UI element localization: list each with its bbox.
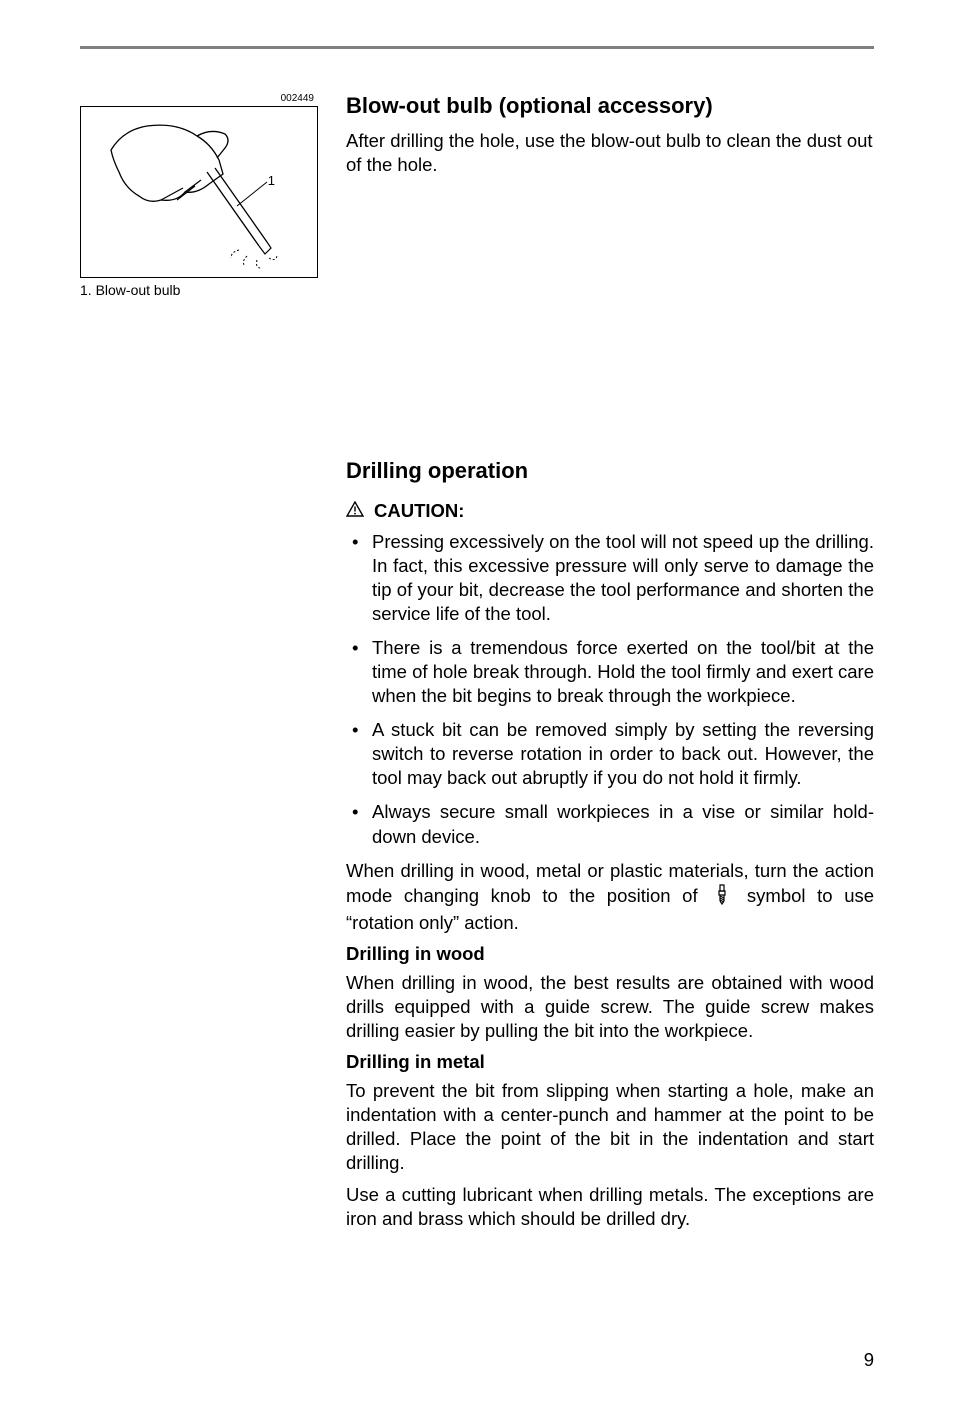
blowout-paragraph: After drilling the hole, use the blow-ou… [346, 129, 874, 177]
wood-subheading: Drilling in wood [346, 943, 874, 965]
caution-bullet: There is a tremendous force exerted on t… [346, 636, 874, 708]
top-rule [80, 46, 874, 49]
caution-bullet: A stuck bit can be removed simply by set… [346, 718, 874, 790]
caution-bullet: Always secure small workpieces in a vise… [346, 800, 874, 848]
figure-pointer-label: 1 [268, 173, 275, 188]
drilling-heading: Drilling operation [346, 458, 874, 484]
drilling-text-column: Drilling operation CAUTION: Pressing exc… [346, 458, 874, 1239]
blowout-bulb-illustration [89, 112, 309, 272]
warning-triangle-icon [346, 500, 364, 522]
empty-left-column [80, 458, 318, 1239]
caution-line: CAUTION: [346, 500, 874, 522]
rotation-only-paragraph: When drilling in wood, metal or plastic … [346, 859, 874, 935]
metal-paragraph-2: Use a cutting lubricant when drilling me… [346, 1183, 874, 1231]
section-drilling: Drilling operation CAUTION: Pressing exc… [80, 458, 874, 1239]
figure-column: 002449 1 1. Blow-out bulb [80, 93, 318, 298]
page-number: 9 [80, 1349, 874, 1371]
figure-caption: 1. Blow-out bulb [80, 282, 318, 298]
caution-bullet: Pressing excessively on the tool will no… [346, 530, 874, 626]
figure-box: 1 [80, 106, 318, 278]
caution-label: CAUTION: [374, 500, 464, 522]
caution-bullet-list: Pressing excessively on the tool will no… [346, 530, 874, 849]
figure-code: 002449 [80, 93, 318, 104]
wood-paragraph: When drilling in wood, the best results … [346, 971, 874, 1043]
blowout-heading: Blow-out bulb (optional accessory) [346, 93, 874, 119]
drill-bit-icon [715, 883, 729, 911]
metal-paragraph-1: To prevent the bit from slipping when st… [346, 1079, 874, 1175]
blowout-text-column: Blow-out bulb (optional accessory) After… [346, 93, 874, 298]
section-blowout: 002449 1 1. Blow-out bulb [80, 93, 874, 298]
metal-subheading: Drilling in metal [346, 1051, 874, 1073]
